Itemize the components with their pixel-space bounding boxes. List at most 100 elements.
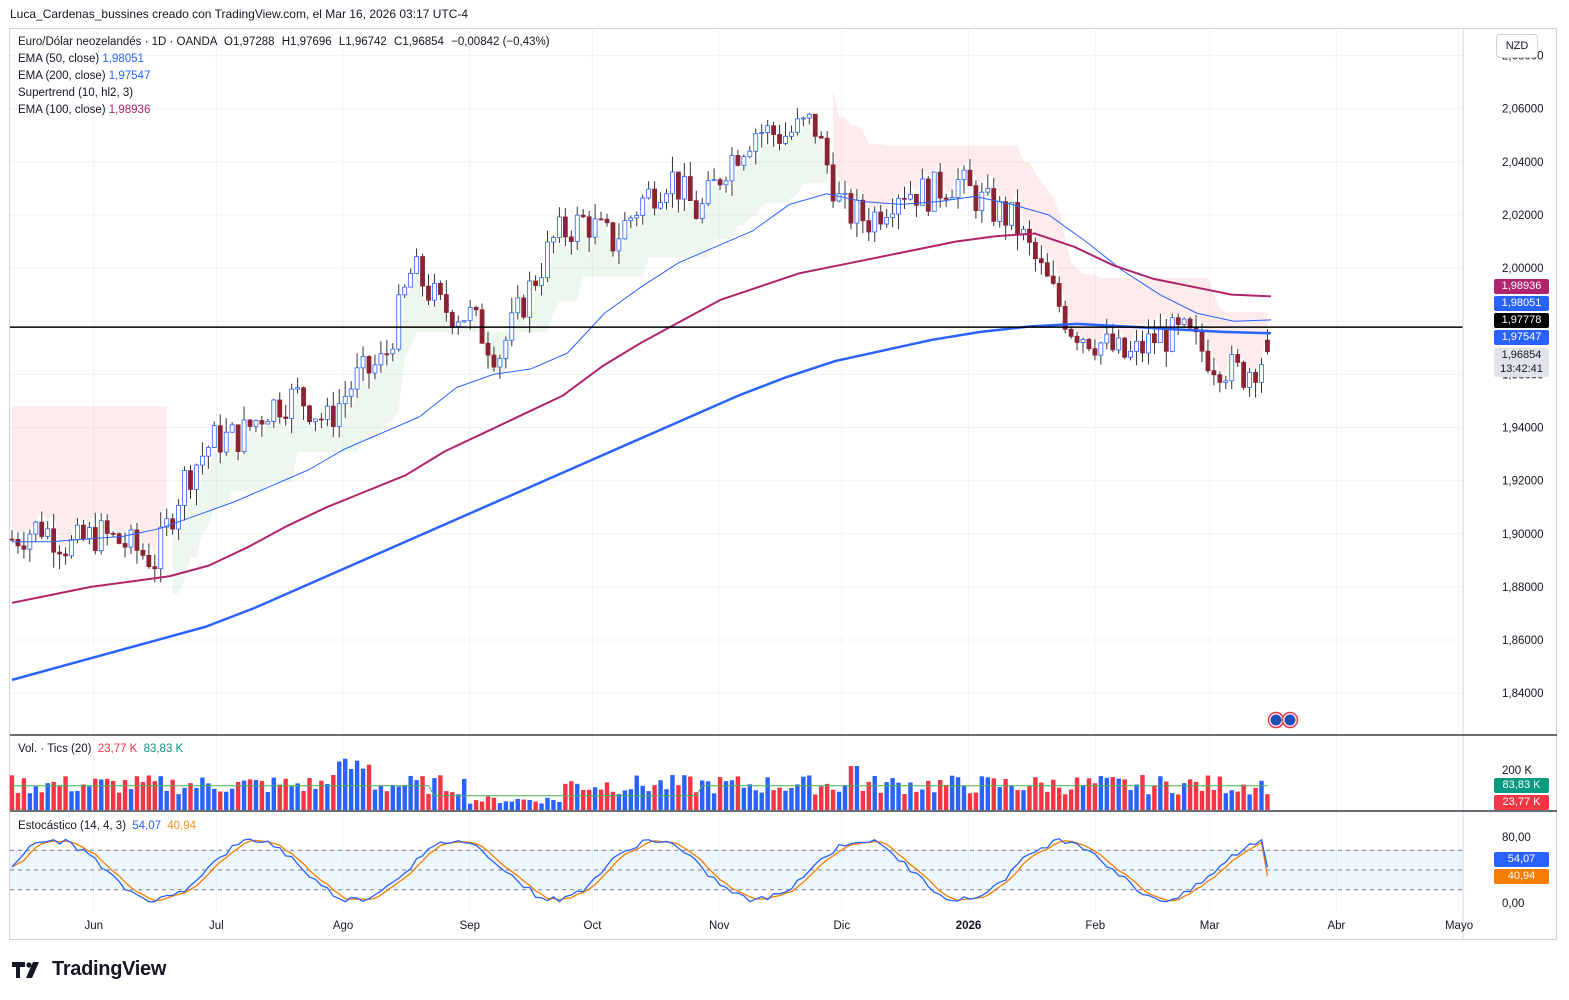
candle — [848, 188, 854, 230]
volume-bar — [45, 783, 50, 810]
candle — [449, 309, 455, 335]
candle — [182, 466, 187, 521]
candle-body — [1033, 241, 1038, 260]
candle — [1205, 339, 1211, 374]
candle — [443, 280, 449, 322]
candle-body — [283, 416, 289, 419]
candle — [21, 531, 27, 559]
tag-ema200: 1,97547 — [1494, 330, 1549, 345]
volume-bar — [176, 794, 181, 810]
candle — [372, 354, 378, 380]
candle-body — [747, 150, 753, 158]
candle-body — [812, 113, 818, 137]
candle-body — [574, 214, 580, 242]
volume-bar — [224, 791, 229, 810]
stoch-legend[interactable]: Estocástico (14, 4, 3) 54,07 40,94 — [18, 820, 196, 832]
volume-bar — [128, 789, 134, 810]
volume-bar — [1223, 793, 1228, 810]
candle-body — [390, 348, 396, 355]
volume-bar — [63, 776, 68, 810]
candle-body — [795, 118, 800, 133]
tag-hline: 1,97778 — [1494, 313, 1549, 328]
candle — [128, 524, 134, 555]
volume-bar — [711, 793, 717, 810]
candle — [366, 355, 372, 389]
candle — [116, 532, 122, 545]
volume-legend[interactable]: Vol. · Tics (20) 23,77 K 83,83 K — [18, 743, 184, 755]
candle — [217, 414, 223, 464]
candle-body — [432, 282, 437, 301]
volume-bar — [200, 777, 205, 810]
volume-bar — [372, 789, 378, 810]
time-tick-label: Oct — [584, 920, 603, 932]
volume-bar — [366, 764, 372, 810]
volume-bar — [521, 799, 526, 810]
tradingview-logo[interactable]: TradingView — [12, 958, 166, 981]
candle-body — [396, 294, 402, 350]
candle-body — [1086, 338, 1092, 350]
candle-body — [1211, 370, 1217, 376]
candle — [51, 513, 57, 568]
candle — [324, 397, 330, 427]
candle-body — [253, 420, 259, 427]
stoch-axis-label: 80,00 — [1502, 832, 1531, 844]
open-value: 1,97288 — [232, 36, 275, 48]
candle — [622, 212, 628, 240]
volume-bar — [634, 775, 639, 810]
volume-bar — [33, 786, 38, 810]
candle — [467, 300, 473, 330]
stoch-d-line — [11, 839, 1269, 902]
candle-body — [57, 551, 62, 555]
candle — [562, 208, 568, 246]
indicator-supertrend[interactable]: Supertrend (10, hl2, 3) — [18, 87, 134, 99]
candle — [33, 520, 39, 543]
candle — [937, 163, 943, 208]
candle — [1086, 338, 1092, 352]
volume-bar — [1187, 779, 1193, 810]
candle-body — [842, 193, 848, 195]
candle-body — [1146, 333, 1151, 354]
candle — [902, 186, 907, 210]
volume-bar — [15, 792, 21, 810]
currency-button[interactable]: NZD — [1496, 34, 1538, 58]
candle — [1092, 339, 1098, 361]
candle-body — [75, 524, 80, 540]
candle — [1074, 331, 1080, 351]
volume-bar — [1199, 790, 1205, 810]
candle — [140, 543, 146, 560]
volume-bar — [241, 780, 247, 810]
candle — [884, 209, 890, 228]
candle — [979, 182, 985, 223]
candle-body — [205, 447, 211, 457]
candle-body — [765, 125, 771, 133]
volume-bar — [1074, 777, 1080, 810]
volume-bar — [462, 778, 467, 810]
volume-bar — [1170, 793, 1175, 810]
candle — [342, 380, 348, 418]
volume-bar — [557, 801, 562, 810]
candle-body — [1181, 318, 1187, 325]
candle — [271, 398, 277, 428]
volume-bar — [854, 766, 860, 810]
volume-bar — [527, 799, 532, 810]
volume-bar — [586, 789, 592, 810]
volume-bar — [670, 775, 675, 810]
candle-body — [1205, 350, 1211, 372]
candle — [997, 196, 1003, 228]
indicator-ema100[interactable]: EMA (100, close) 1,98936 — [18, 104, 151, 116]
candle — [670, 156, 675, 208]
time-tick-label: Dic — [833, 920, 850, 932]
candle — [1110, 323, 1116, 353]
volume-bar — [194, 787, 199, 810]
symbol-legend[interactable]: Euro/Dólar neozelandés · 1D · OANDA O1,9… — [18, 34, 550, 119]
volume-bar — [610, 791, 616, 810]
indicator-ema200[interactable]: EMA (200, close) 1,97547 — [18, 70, 151, 82]
candle-body — [735, 155, 741, 166]
volume-bar — [140, 781, 146, 810]
candle-body — [491, 354, 497, 368]
indicator-ema50[interactable]: EMA (50, close) 1,98051 — [18, 53, 144, 65]
volume-bar — [39, 792, 44, 810]
volume-bar — [218, 791, 223, 810]
volume-bar — [896, 782, 901, 810]
